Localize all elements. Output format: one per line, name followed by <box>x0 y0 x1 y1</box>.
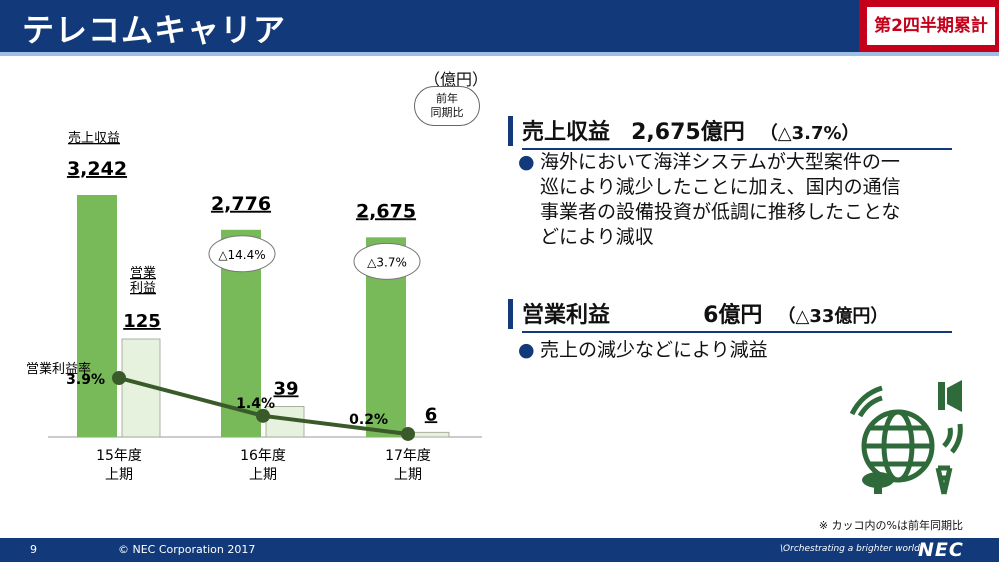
footnote: ※ カッコ内の%は前年同期比 <box>818 519 963 532</box>
telecom-network-icon <box>849 380 963 495</box>
bullet-dot-icon: ● <box>518 339 535 361</box>
period-badge: 第2四半期累計 <box>859 0 999 52</box>
category-label: 16年度 <box>240 448 286 464</box>
sales-value-label: 3,242 <box>67 158 127 180</box>
op-point-underline <box>522 331 952 333</box>
sales-point-yoy: （△3.7%） <box>759 123 860 144</box>
header-divider <box>0 52 999 56</box>
margin-point <box>112 371 126 385</box>
sales-value-label: 2,776 <box>211 193 271 215</box>
op-point-label: 営業利益 <box>522 303 611 328</box>
op-profit-value-label: 125 <box>123 311 161 332</box>
category-label: 上期 <box>105 467 133 483</box>
footer-bar: 9 © NEC Corporation 2017 \Orchestrating … <box>0 538 999 562</box>
series-label-op: 営業 <box>130 265 156 281</box>
sales-bullet: ● 海外において海洋システムが大型案件の一 巡により減少したことに加え、国内の通… <box>518 150 968 250</box>
yoy-bubble <box>353 242 421 280</box>
op-point-marker <box>508 299 513 329</box>
yoy-legend-line1: 前年 <box>436 92 458 105</box>
series-label-sales: 売上収益 <box>68 130 120 146</box>
yoy-bubble <box>208 235 276 273</box>
sales-point-marker <box>508 116 513 146</box>
op-point-value: 6億円 <box>703 303 763 328</box>
sales-bullet-line: 海外において海洋システムが大型案件の一 <box>540 151 900 173</box>
nec-logo: NEC <box>918 539 964 561</box>
page-title: テレコムキャリア <box>22 11 287 49</box>
sales-point-label: 売上収益 <box>522 120 611 145</box>
yoy-bubble-label: △3.7% <box>367 255 407 269</box>
op-profit-bar <box>410 431 450 438</box>
period-badge-label: 第2四半期累計 <box>867 7 995 45</box>
margin-value-label: 1.4% <box>236 396 275 412</box>
series-label-op: 利益 <box>130 281 156 296</box>
category-label: 上期 <box>249 467 277 483</box>
margin-value-label: 0.2% <box>349 412 388 428</box>
sales-bullet-line: どにより減収 <box>540 226 654 248</box>
margin-point <box>401 426 415 441</box>
op-point-yoy: （△33億円） <box>777 306 889 327</box>
series-label-margin: 営業利益率 <box>26 361 91 377</box>
op-bullet: ● 売上の減少などにより減益 <box>518 338 968 363</box>
copyright: © NEC Corporation 2017 <box>118 543 256 556</box>
op-profit-value-label: 6 <box>425 404 438 425</box>
page-number: 9 <box>30 543 37 556</box>
op-bullet-line: 売上の減少などにより減益 <box>540 339 768 361</box>
yoy-legend-line2: 同期比 <box>430 106 464 119</box>
yoy-bubble-label: △14.4% <box>218 248 265 262</box>
category-label: 17年度 <box>385 448 431 464</box>
category-label: 上期 <box>394 467 422 483</box>
bullet-dot-icon: ● <box>518 151 535 173</box>
category-label: 15年度 <box>96 448 142 464</box>
unit-label: （億円） <box>424 70 489 89</box>
sales-point-value: 2,675億円 <box>631 120 745 145</box>
sales-bullet-line: 巡により減少したことに加え、国内の通信 <box>540 176 901 198</box>
tagline: \Orchestrating a brighter world <box>780 544 920 554</box>
margin-value-label: 3.9% <box>66 372 105 388</box>
header-bar: テレコムキャリア 第2四半期累計 <box>0 0 999 52</box>
sales-value-label: 2,675 <box>356 200 416 222</box>
sales-point-underline <box>522 148 952 150</box>
yoy-legend-bubble: 前年 同期比 <box>414 86 480 126</box>
sales-bullet-line: 事業者の設備投資が低調に推移したことな <box>540 201 901 223</box>
margin-point <box>256 408 270 423</box>
sales-bar <box>77 195 117 437</box>
op-profit-value-label: 39 <box>273 378 298 399</box>
